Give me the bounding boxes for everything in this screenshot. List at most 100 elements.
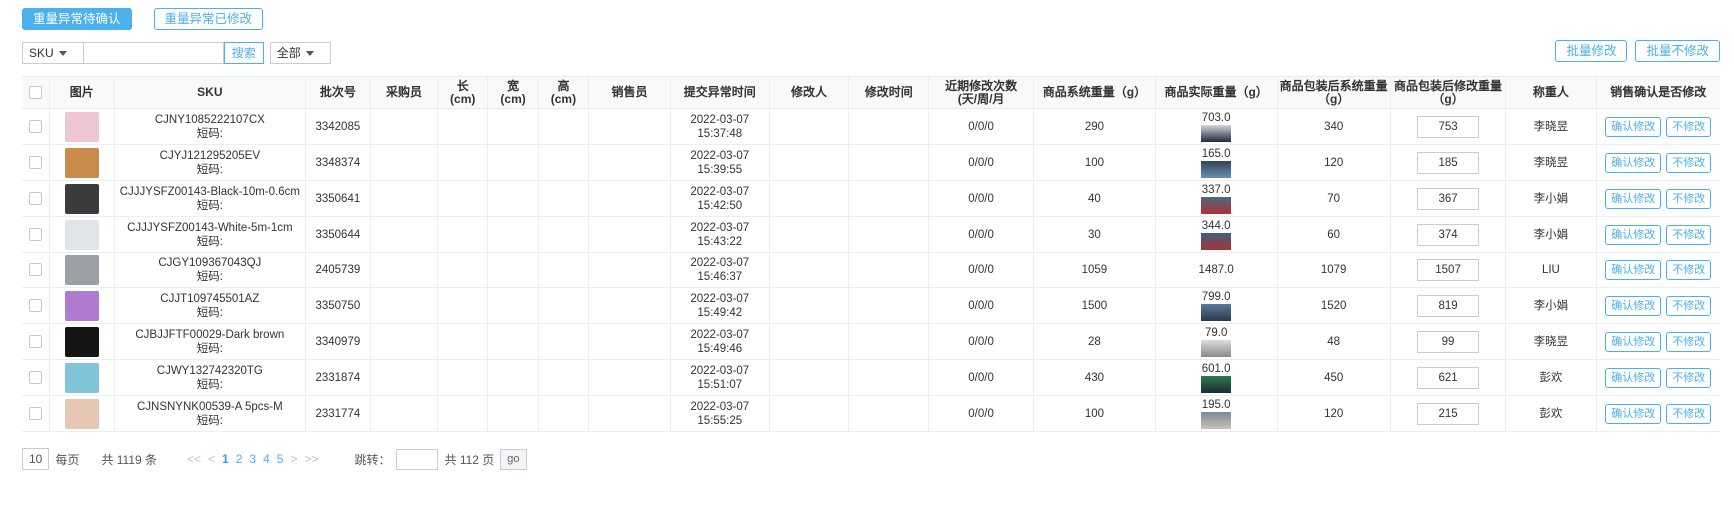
product-thumbnail[interactable] — [64, 147, 99, 178]
last-page-button[interactable]: >> — [304, 452, 319, 466]
select-all-checkbox[interactable] — [28, 86, 42, 100]
product-thumbnail[interactable] — [64, 111, 99, 142]
no-modify-button[interactable]: 不修改 — [1666, 116, 1712, 137]
packed-system-weight-cell: 340 — [1277, 108, 1391, 145]
no-modify-button[interactable]: 不修改 — [1666, 331, 1712, 352]
scope-select[interactable]: 全部 — [269, 42, 331, 64]
short-code-label: 短码: — [196, 271, 223, 283]
packed-modified-weight-input[interactable]: 621 — [1417, 366, 1480, 389]
page-button-5[interactable]: 5 — [276, 452, 284, 466]
width-cell — [487, 180, 539, 217]
modifier-cell — [769, 287, 850, 324]
row-checkbox[interactable] — [28, 298, 42, 312]
confirm-modify-button[interactable]: 确认修改 — [1605, 152, 1662, 173]
first-page-button[interactable]: << — [186, 452, 201, 466]
go-button[interactable]: go — [500, 448, 527, 470]
header-submit-time: 提交异常时间 — [670, 76, 770, 109]
buyer-cell — [370, 359, 439, 396]
batch-modify-button[interactable]: 批量修改 — [1555, 40, 1628, 62]
no-modify-button[interactable]: 不修改 — [1666, 260, 1712, 280]
packed-modified-weight-input[interactable]: 374 — [1417, 223, 1480, 246]
salesperson-cell — [588, 144, 671, 181]
search-button[interactable]: 搜索 — [223, 42, 264, 64]
packed-modified-weight-input[interactable]: 99 — [1417, 330, 1480, 353]
product-thumbnail[interactable] — [64, 362, 99, 393]
tab-already-modified[interactable]: 重量异常已修改 — [153, 8, 264, 30]
no-modify-button[interactable]: 不修改 — [1666, 152, 1712, 173]
scale-photo-thumbnail[interactable] — [1201, 125, 1232, 142]
sales-confirm-cell: 确认修改 不修改 — [1596, 395, 1720, 432]
scale-photo-thumbnail[interactable] — [1201, 412, 1232, 429]
packed-modified-weight-input[interactable]: 753 — [1417, 115, 1480, 138]
tab-pending-confirm[interactable]: 重量异常待确认 — [22, 8, 132, 30]
page-button-3[interactable]: 3 — [249, 452, 257, 466]
page-button-4[interactable]: 4 — [263, 452, 270, 466]
scale-photo-thumbnail[interactable] — [1201, 161, 1232, 178]
packed-modified-weight-input[interactable]: 819 — [1417, 294, 1480, 317]
confirm-modify-button[interactable]: 确认修改 — [1605, 260, 1662, 280]
packed-modified-weight-cell: 215 — [1390, 395, 1507, 432]
actual-weight-value: 703.0 — [1201, 112, 1231, 124]
height-cell — [538, 323, 590, 360]
row-checkbox[interactable] — [28, 263, 42, 277]
scale-photo-thumbnail[interactable] — [1201, 340, 1232, 357]
row-checkbox[interactable] — [28, 370, 42, 384]
confirm-modify-button[interactable]: 确认修改 — [1605, 116, 1662, 137]
no-modify-button[interactable]: 不修改 — [1666, 403, 1712, 424]
product-thumbnail[interactable] — [64, 219, 99, 250]
page-size-select[interactable]: 10 — [22, 448, 50, 470]
packed-modified-weight-input[interactable]: 367 — [1417, 187, 1480, 210]
product-thumbnail[interactable] — [64, 255, 99, 285]
batch-cell: 3350750 — [305, 287, 371, 324]
packed-modified-weight-input[interactable]: 1507 — [1417, 259, 1480, 281]
confirm-modify-button[interactable]: 确认修改 — [1605, 188, 1662, 209]
submit-time-cell: 2022-03-07 15:51:07 — [670, 359, 770, 396]
product-thumbnail[interactable] — [64, 290, 99, 321]
scale-photo-thumbnail[interactable] — [1201, 304, 1232, 321]
packed-modified-weight-input[interactable]: 185 — [1417, 151, 1480, 174]
jump-input[interactable] — [396, 448, 439, 470]
field-select[interactable]: SKU — [22, 42, 84, 64]
header-salesperson: 销售员 — [588, 76, 671, 109]
scale-photo-thumbnail[interactable] — [1201, 233, 1232, 250]
confirm-modify-button[interactable]: 确认修改 — [1605, 331, 1662, 352]
batch-no-modify-button[interactable]: 批量不修改 — [1635, 40, 1720, 62]
no-modify-button[interactable]: 不修改 — [1666, 188, 1712, 209]
page-button-2[interactable]: 2 — [235, 452, 243, 466]
confirm-modify-button[interactable]: 确认修改 — [1605, 367, 1662, 388]
scale-photo-thumbnail[interactable] — [1201, 197, 1232, 214]
length-cell — [437, 287, 489, 324]
weigher-cell: LIU — [1505, 252, 1597, 288]
prev-page-button[interactable]: < — [207, 452, 215, 466]
header-batch: 批次号 — [305, 76, 371, 109]
product-thumbnail[interactable] — [64, 183, 99, 214]
row-checkbox[interactable] — [28, 227, 42, 241]
chevron-down-icon — [58, 50, 67, 56]
no-modify-button[interactable]: 不修改 — [1666, 224, 1712, 245]
no-modify-button[interactable]: 不修改 — [1666, 367, 1712, 388]
packed-modified-weight-input[interactable]: 215 — [1417, 402, 1480, 425]
confirm-modify-button[interactable]: 确认修改 — [1605, 224, 1662, 245]
row-checkbox-cell — [22, 144, 50, 181]
row-checkbox[interactable] — [28, 406, 42, 420]
confirm-modify-button[interactable]: 确认修改 — [1605, 295, 1662, 316]
page-button-1[interactable]: 1 — [222, 452, 229, 466]
row-action-group: 确认修改 不修改 — [1599, 188, 1718, 209]
next-page-button[interactable]: > — [290, 452, 298, 466]
scale-photo-thumbnail[interactable] — [1201, 376, 1232, 393]
no-modify-button[interactable]: 不修改 — [1666, 295, 1712, 316]
row-checkbox[interactable] — [28, 334, 42, 348]
row-action-group: 确认修改 不修改 — [1599, 367, 1718, 388]
confirm-modify-button[interactable]: 确认修改 — [1605, 403, 1662, 424]
system-weight-cell: 30 — [1033, 216, 1156, 253]
header-recent-counts: 近期修改次数 (天/周/月 — [928, 76, 1035, 109]
salesperson-cell — [588, 323, 671, 360]
search-input[interactable] — [83, 42, 224, 64]
row-checkbox[interactable] — [28, 119, 42, 133]
product-thumbnail[interactable] — [64, 326, 99, 357]
row-checkbox[interactable] — [28, 191, 42, 205]
actual-weight-cell: 165.0 — [1155, 144, 1278, 181]
product-thumbnail[interactable] — [64, 398, 99, 429]
row-checkbox[interactable] — [28, 155, 42, 169]
sku-value: CJJJYSFZ00143-Black-10m-0.6cm — [119, 185, 300, 198]
